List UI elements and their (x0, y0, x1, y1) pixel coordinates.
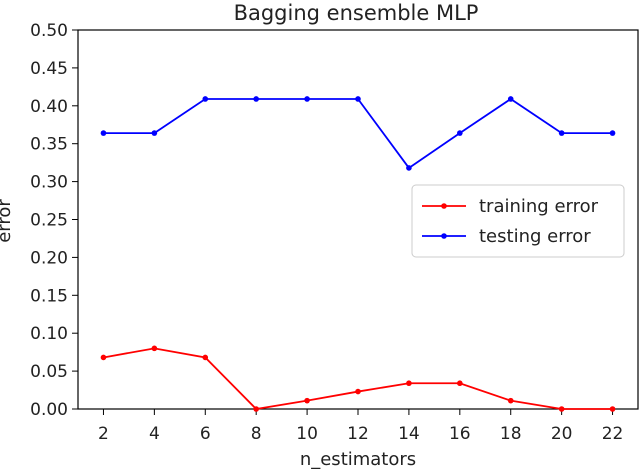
x-tick-label: 16 (449, 424, 471, 444)
data-point (253, 96, 259, 102)
x-axis-label: n_estimators (300, 449, 416, 470)
data-point (406, 380, 412, 387)
y-tick-label: 0.15 (30, 286, 68, 306)
data-point (457, 130, 463, 136)
x-tick-label: 6 (200, 424, 211, 444)
data-point (100, 130, 107, 136)
y-tick-label: 0.30 (30, 173, 68, 193)
legend: training error testing error (411, 184, 625, 258)
data-point (253, 406, 259, 412)
data-point (151, 130, 158, 136)
data-point (151, 345, 158, 352)
legend-box (411, 184, 625, 258)
x-tick-label: 8 (251, 424, 262, 444)
x-tick-label: 18 (500, 424, 522, 444)
chart-title: Bagging ensemble MLP (234, 1, 479, 25)
legend-marker (441, 203, 447, 209)
x-tick-label: 10 (296, 424, 318, 444)
legend-label: training error (479, 196, 599, 217)
data-point (507, 397, 514, 404)
y-tick-label: 0.50 (30, 21, 68, 41)
y-tick-label: 0.00 (30, 400, 68, 420)
data-point (406, 165, 412, 171)
x-tick-label: 12 (347, 424, 369, 444)
y-tick-label: 0.25 (30, 211, 68, 231)
y-tick-label: 0.45 (30, 59, 68, 79)
series-line-0 (103, 347, 613, 410)
data-point (100, 354, 107, 361)
y-tick-label: 0.20 (30, 248, 68, 268)
data-point (457, 380, 463, 387)
x-tick-label: 14 (398, 424, 420, 444)
data-point (558, 406, 565, 412)
data-point (355, 388, 361, 395)
y-tick-label: 0.10 (30, 324, 68, 344)
series-layer (100, 96, 616, 412)
data-point (202, 354, 209, 361)
legend-marker (441, 233, 447, 239)
data-point (202, 96, 209, 102)
data-point (304, 96, 310, 102)
y-tick-label: 0.40 (30, 97, 68, 117)
data-point (609, 406, 616, 412)
x-tick-label: 2 (98, 424, 109, 444)
y-axis: 0.00 0.05 0.10 0.15 0.20 0.25 0.30 0.35 0.40 0.45… (30, 21, 78, 420)
data-point (558, 130, 565, 136)
legend-label: testing error (479, 226, 591, 247)
x-tick-label: 20 (551, 424, 573, 444)
data-point (355, 96, 361, 102)
data-point (507, 96, 514, 102)
series-line-1 (103, 97, 613, 170)
x-tick-label: 22 (602, 424, 624, 444)
y-tick-label: 0.35 (30, 135, 68, 155)
data-point (609, 130, 616, 136)
x-tick-label: 4 (149, 424, 160, 444)
x-axis: 2 4 6 8 10 12 14 16 18 20 22 (98, 409, 623, 444)
data-point (304, 397, 310, 404)
y-tick-label: 0.05 (30, 362, 68, 382)
y-axis-label: error (0, 199, 15, 243)
